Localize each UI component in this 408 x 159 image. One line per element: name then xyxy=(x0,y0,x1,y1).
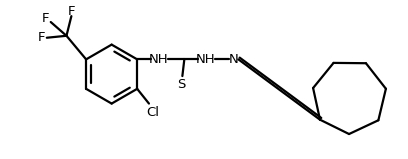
Text: S: S xyxy=(177,78,186,91)
Text: NH: NH xyxy=(149,53,169,66)
Text: N: N xyxy=(228,53,238,66)
Text: Cl: Cl xyxy=(146,106,160,119)
Text: F: F xyxy=(42,12,50,25)
Text: F: F xyxy=(38,31,46,44)
Text: F: F xyxy=(68,5,75,18)
Text: NH: NH xyxy=(196,53,216,66)
